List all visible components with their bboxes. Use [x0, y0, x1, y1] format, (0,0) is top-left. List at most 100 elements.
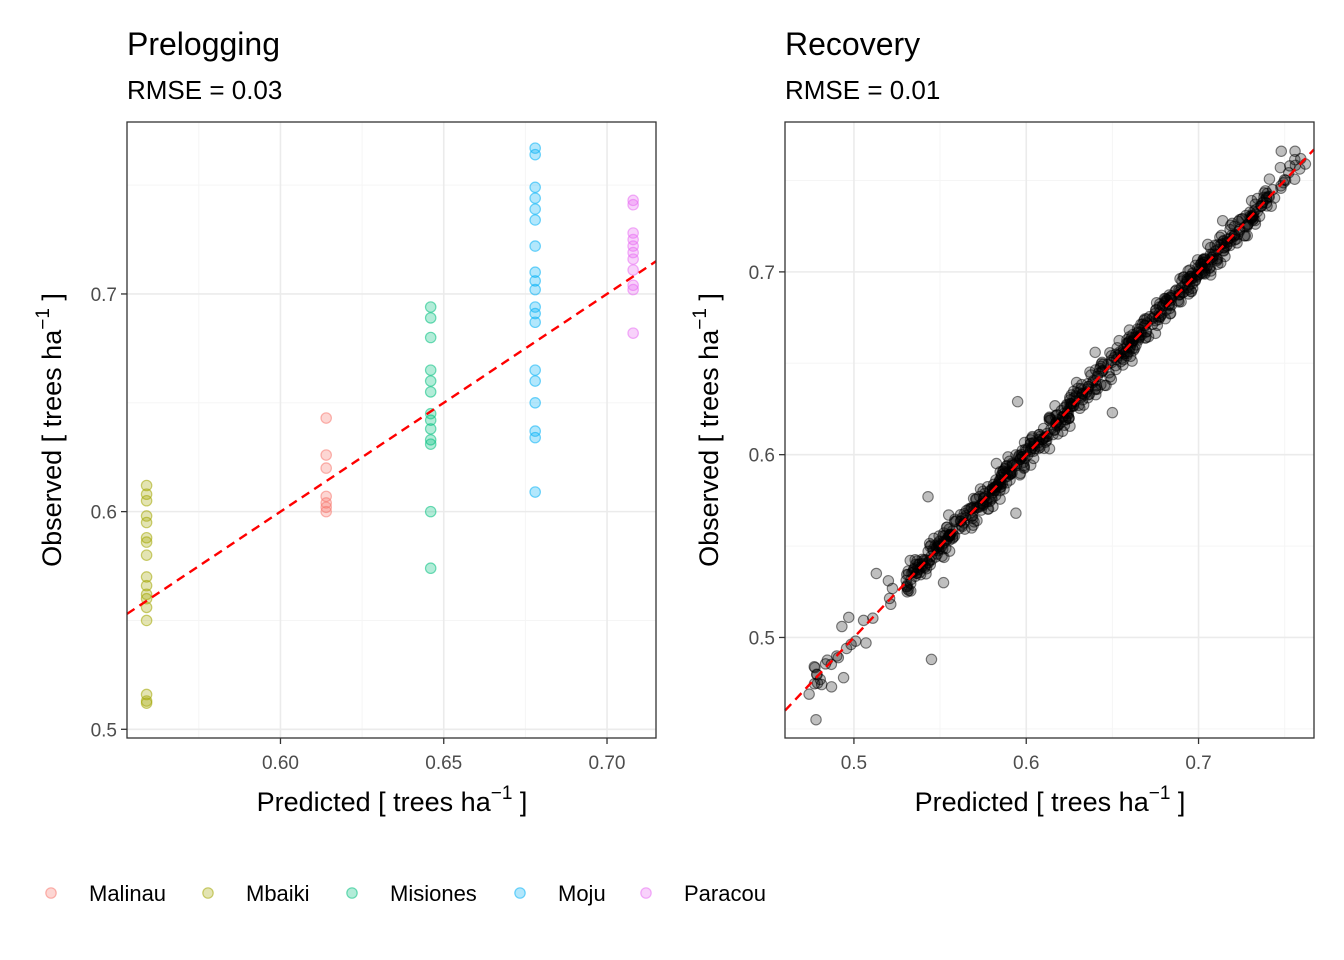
data-point-mbaiki: [140, 494, 153, 507]
data-point: [837, 671, 850, 684]
data-point-moju: [529, 316, 541, 329]
legend-item-moju: Moju: [514, 881, 606, 906]
data-point: [1002, 451, 1014, 463]
data-point-mbaiki: [140, 536, 153, 548]
data-point: [836, 620, 848, 633]
data-point: [808, 660, 821, 673]
data-point-paracou: [627, 198, 639, 211]
data-point: [1175, 281, 1188, 294]
data-point-moju: [529, 375, 541, 387]
data-point: [825, 681, 838, 693]
data-point: [925, 653, 938, 666]
panel-recovery: Recovery RMSE = 0.01 0.5 0.6 0.70.50.60.7 …: [690, 26, 1315, 817]
data-point: [1106, 406, 1119, 419]
data-point-moju: [529, 148, 541, 161]
data-point: [1230, 233, 1243, 245]
x-tick-label: 0.60: [262, 753, 299, 774]
data-point: [1184, 264, 1196, 276]
y-tick-label: 0.6: [91, 503, 117, 524]
data-point-misiones: [424, 433, 437, 446]
legend-key-icon: [202, 887, 214, 899]
data-point: [932, 544, 945, 557]
data-point-mbaiki: [140, 697, 153, 709]
y-tick-label: 0.5: [749, 628, 775, 649]
data-point: [1110, 363, 1122, 376]
data-point-malinau: [320, 462, 332, 474]
data-point-moju: [529, 240, 541, 252]
data-point: [965, 522, 978, 534]
data-point: [1226, 217, 1238, 230]
data-point-mbaiki: [140, 614, 153, 627]
x-axis-label: Predicted [ trees ha−1 ]: [915, 783, 1186, 817]
data-point-misiones: [424, 423, 437, 435]
data-point: [1284, 160, 1296, 172]
panel-prelogging: Prelogging RMSE = 0.03 0.60 0.65 0.70 0.5 0.…: [33, 26, 657, 817]
data-point: [987, 487, 999, 499]
data-point: [1104, 346, 1116, 359]
data-point-paracou: [627, 264, 639, 276]
data-point: [870, 567, 883, 580]
data-point: [1139, 313, 1151, 325]
data-point-moju: [529, 203, 541, 215]
data-point-moju: [529, 266, 541, 278]
data-point-mbaiki: [140, 571, 153, 583]
legend-item-misiones: Misiones: [346, 881, 477, 906]
data-point-paracou: [627, 253, 639, 265]
legend-label: Moju: [558, 881, 606, 906]
legend: Malinau Mbaiki Misiones Moju Paracou: [45, 881, 766, 906]
reference-line: [784, 148, 1315, 712]
y-axis-label: Observed [ trees ha−1 ]: [690, 293, 724, 567]
data-points: [140, 142, 639, 709]
x-tick-label: 0.65: [425, 753, 462, 774]
data-point: [1214, 231, 1226, 244]
data-point: [1173, 296, 1185, 308]
data-point: [1204, 269, 1217, 281]
x-tick-label: 0.6: [1013, 753, 1039, 774]
data-point-paracou: [627, 279, 639, 292]
x-tick-label: 0.70: [589, 753, 626, 774]
data-point: [1010, 507, 1022, 519]
data-point-paracou: [627, 194, 639, 207]
data-point: [803, 688, 815, 700]
data-point: [953, 522, 965, 535]
data-point: [1275, 145, 1288, 157]
data-point-misiones: [424, 505, 437, 518]
legend-label: Malinau: [89, 881, 166, 906]
data-point-mbaiki: [140, 588, 153, 601]
data-point-mbaiki: [140, 549, 153, 561]
data-point-malinau: [320, 505, 332, 518]
panel-title: Prelogging: [127, 26, 280, 62]
data-point: [1090, 388, 1102, 401]
data-point-misiones: [424, 438, 437, 450]
legend-item-mbaiki: Mbaiki: [202, 881, 310, 906]
data-point: [954, 508, 967, 521]
panel-title: Recovery: [785, 26, 920, 62]
plot-grid: [127, 122, 656, 738]
legend-item-paracou: Paracou: [640, 881, 766, 906]
x-tick-label: 0.7: [1185, 753, 1211, 774]
data-point: [1217, 242, 1230, 254]
data-point-moju: [529, 396, 541, 409]
data-point: [1151, 319, 1164, 332]
data-point: [1011, 395, 1024, 408]
data-point: [976, 497, 989, 509]
data-point: [987, 500, 999, 513]
data-point: [943, 523, 955, 535]
legend-item-malinau: Malinau: [45, 881, 166, 906]
axis-ticks: 0.60 0.65 0.70 0.5 0.6 0.7: [91, 285, 626, 774]
legend-key-icon: [346, 887, 358, 899]
data-point: [1216, 214, 1229, 227]
x-axis-label: Predicted [ trees ha−1 ]: [257, 783, 528, 817]
data-point: [1150, 303, 1162, 316]
panel-subtitle: RMSE = 0.03: [127, 75, 282, 105]
legend-key-icon: [45, 887, 57, 899]
data-point: [1204, 241, 1217, 254]
data-point-moju: [529, 364, 541, 376]
data-point-misiones: [424, 301, 437, 313]
y-tick-label: 0.5: [91, 720, 117, 741]
data-point: [1263, 173, 1276, 185]
data-point: [1198, 256, 1210, 269]
legend-key-icon: [514, 887, 526, 899]
data-point: [810, 713, 822, 726]
